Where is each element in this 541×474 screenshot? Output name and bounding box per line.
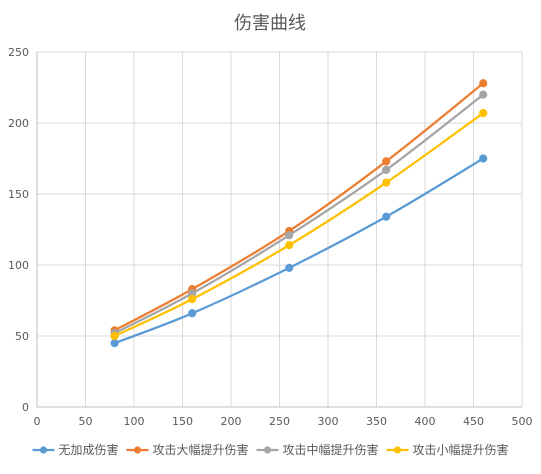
- data-point[interactable]: [110, 331, 119, 341]
- x-tick-label: 450: [463, 415, 484, 428]
- legend-item[interactable]: 攻击小幅提升伤害: [386, 442, 509, 457]
- legend-item[interactable]: 攻击大幅提升伤害: [126, 442, 249, 457]
- x-tick-label: 350: [366, 415, 387, 428]
- data-point[interactable]: [285, 231, 294, 240]
- series-group: [110, 79, 488, 348]
- data-point[interactable]: [382, 157, 391, 166]
- data-point[interactable]: [382, 165, 391, 174]
- x-tick-label: 250: [269, 415, 290, 428]
- axes: 0 50 100 150 200 250 0 50 100 150 200 250 300 350 400 4…: [8, 46, 533, 428]
- legend: 无加成伤害 攻击大幅提升伤害 攻击中幅提升伤害 攻击小幅提升伤害: [32, 442, 509, 457]
- data-point[interactable]: [110, 339, 119, 348]
- data-point[interactable]: [479, 108, 488, 118]
- data-point[interactable]: [479, 90, 488, 99]
- legend-label: 攻击中幅提升伤害: [283, 442, 379, 457]
- series-2: [110, 79, 488, 335]
- x-tick-label: 100: [124, 415, 145, 428]
- x-tick-label: 300: [318, 415, 339, 428]
- data-point[interactable]: [382, 212, 391, 221]
- series-3: [110, 90, 488, 338]
- y-tick-label: 250: [8, 46, 29, 59]
- data-point[interactable]: [382, 178, 391, 187]
- x-tick-label: 50: [79, 415, 93, 428]
- legend-marker: [39, 446, 48, 454]
- legend-marker: [133, 446, 142, 454]
- legend-label: 无加成伤害: [59, 442, 119, 457]
- x-tick-label: 400: [415, 415, 436, 428]
- legend-label: 攻击小幅提升伤害: [413, 442, 509, 457]
- legend-item[interactable]: 无加成伤害: [32, 442, 119, 457]
- x-tick-label: 200: [221, 415, 242, 428]
- data-point[interactable]: [188, 309, 197, 318]
- data-point[interactable]: [285, 263, 294, 272]
- y-tick-label: 150: [8, 188, 29, 201]
- y-tick-label: 200: [8, 117, 29, 130]
- series-1: [110, 154, 488, 348]
- x-tick-label: 150: [172, 415, 193, 428]
- series-line: [113, 82, 485, 332]
- gridlines: [37, 51, 523, 407]
- y-tick-label: 100: [8, 259, 29, 272]
- data-point[interactable]: [188, 294, 197, 304]
- legend-marker: [393, 446, 402, 454]
- data-point[interactable]: [479, 154, 488, 163]
- x-tick-label: 500: [512, 415, 533, 428]
- legend-marker: [263, 446, 272, 454]
- series-line: [113, 157, 485, 345]
- series-line: [113, 93, 485, 335]
- x-tick-label: 0: [34, 415, 41, 428]
- data-point[interactable]: [285, 241, 294, 250]
- y-tick-label: 50: [15, 330, 29, 343]
- data-point[interactable]: [479, 79, 488, 88]
- y-tick-label: 0: [22, 401, 29, 414]
- chart-title: 伤害曲线: [234, 13, 306, 34]
- legend-item[interactable]: 攻击中幅提升伤害: [256, 442, 379, 457]
- legend-label: 攻击大幅提升伤害: [153, 442, 249, 457]
- series-4: [110, 108, 488, 341]
